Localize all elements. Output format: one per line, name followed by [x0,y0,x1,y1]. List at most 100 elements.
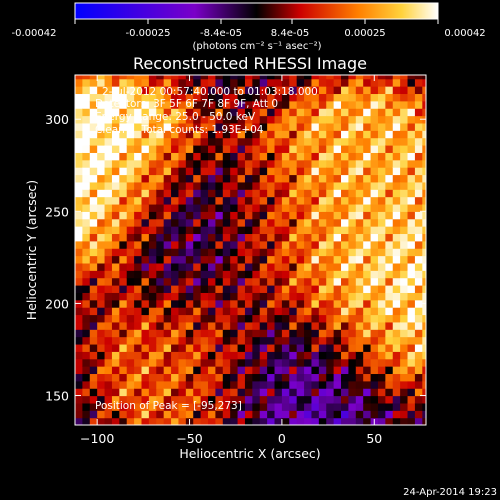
heatmap-cell [289,380,298,389]
heatmap-cell [348,240,357,249]
heatmap-cell [82,307,91,316]
heatmap-cell [215,145,224,153]
heatmap-cell [348,255,357,264]
heatmap-cell [400,137,409,146]
heatmap-cell [119,351,128,360]
heatmap-cell [104,130,113,139]
heatmap-cell [89,277,98,286]
heatmap-cell [422,410,426,419]
heatmap-cell [385,262,394,271]
heatmap-cell [141,358,150,367]
heatmap-cell [208,388,216,397]
heatmap-cell [326,145,335,153]
heatmap-cell [311,307,320,316]
heatmap-cell [215,137,224,146]
heatmap-cell [97,402,106,411]
heatmap-cell [392,380,401,389]
heatmap-cell [111,167,120,176]
heatmap-cell [237,388,246,397]
heatmap-cell [244,115,253,124]
heatmap-cell [148,122,157,131]
heatmap-cell [148,255,157,264]
heatmap-cell [341,358,350,367]
heatmap-cell [119,218,128,227]
heatmap-cell [363,299,372,308]
heatmap-cell [341,307,350,316]
heatmap-cell [274,189,283,198]
heatmap-cell [222,203,231,212]
heatmap-cell [222,380,231,389]
heatmap-cell [82,159,91,168]
heatmap-cell [281,373,290,382]
heatmap-cell [230,285,239,293]
heatmap-cell [296,93,305,102]
heatmap-cell [163,122,172,131]
heatmap-cell [363,108,372,117]
heatmap-cell [171,159,180,168]
heatmap-cell [193,329,202,338]
heatmap-cell [296,262,305,271]
heatmap-cell [222,240,231,249]
heatmap-cell [200,189,209,198]
heatmap-cell [414,100,423,109]
heatmap-cell [104,145,113,153]
heatmap-cell [318,402,327,411]
heatmap-cell [134,115,143,124]
heatmap-cell [222,211,231,220]
heatmap-cell [89,270,98,279]
heatmap-cell [363,240,372,249]
heatmap-cell [407,285,416,293]
heatmap-cell [422,167,426,176]
heatmap-cell [392,262,401,271]
heatmap-cell [119,78,128,87]
heatmap-cell [363,78,372,87]
heatmap-cell [111,226,120,235]
heatmap-cell [230,93,239,102]
colorbar-unit-label: (photons cm⁻² s⁻¹ asec⁻²) [192,41,321,52]
heatmap-cell [422,417,426,425]
heatmap-cell [385,270,394,279]
heatmap-cell [414,75,423,80]
heatmap-cell [237,86,246,95]
heatmap-cell [200,122,209,131]
heatmap-cell [208,255,216,264]
heatmap-cell [222,181,231,190]
heatmap-cell [82,351,91,360]
heatmap-cell [193,321,202,330]
heatmap-cell [392,395,401,404]
heatmap-cell [104,152,113,161]
heatmap-cell [341,262,350,271]
heatmap-cell [82,93,91,102]
heatmap-cell [385,336,394,345]
heatmap-cell [82,145,91,153]
heatmap-cell [119,262,128,271]
heatmap-cell [185,262,194,271]
heatmap-cell [171,410,180,419]
heatmap-cell [289,108,298,117]
heatmap-cell [385,211,394,220]
heatmap-cell [326,93,335,102]
heatmap-cell [163,152,172,161]
heatmap-cell [163,292,172,301]
heatmap-cell [171,226,180,235]
heatmap-cell [208,395,216,404]
heatmap-cell [414,380,423,389]
heatmap-cell [281,93,290,102]
heatmap-cell [296,351,305,360]
heatmap-cell [230,358,239,367]
heatmap-cell [215,203,224,212]
heatmap-cell [215,100,224,109]
heatmap-cell [414,159,423,168]
heatmap-cell [75,167,83,176]
heatmap-cell [111,299,120,308]
heatmap-cell [237,93,246,102]
heatmap-cell [274,336,283,345]
heatmap-cell [259,86,268,95]
heatmap-cell [289,137,298,146]
heatmap-cell [326,373,335,382]
heatmap-cell [414,226,423,235]
colorbar-tick-label: -0.00025 [126,28,171,39]
heatmap-cell [82,167,91,176]
heatmap-cell [75,343,83,352]
heatmap-cell [363,373,372,382]
